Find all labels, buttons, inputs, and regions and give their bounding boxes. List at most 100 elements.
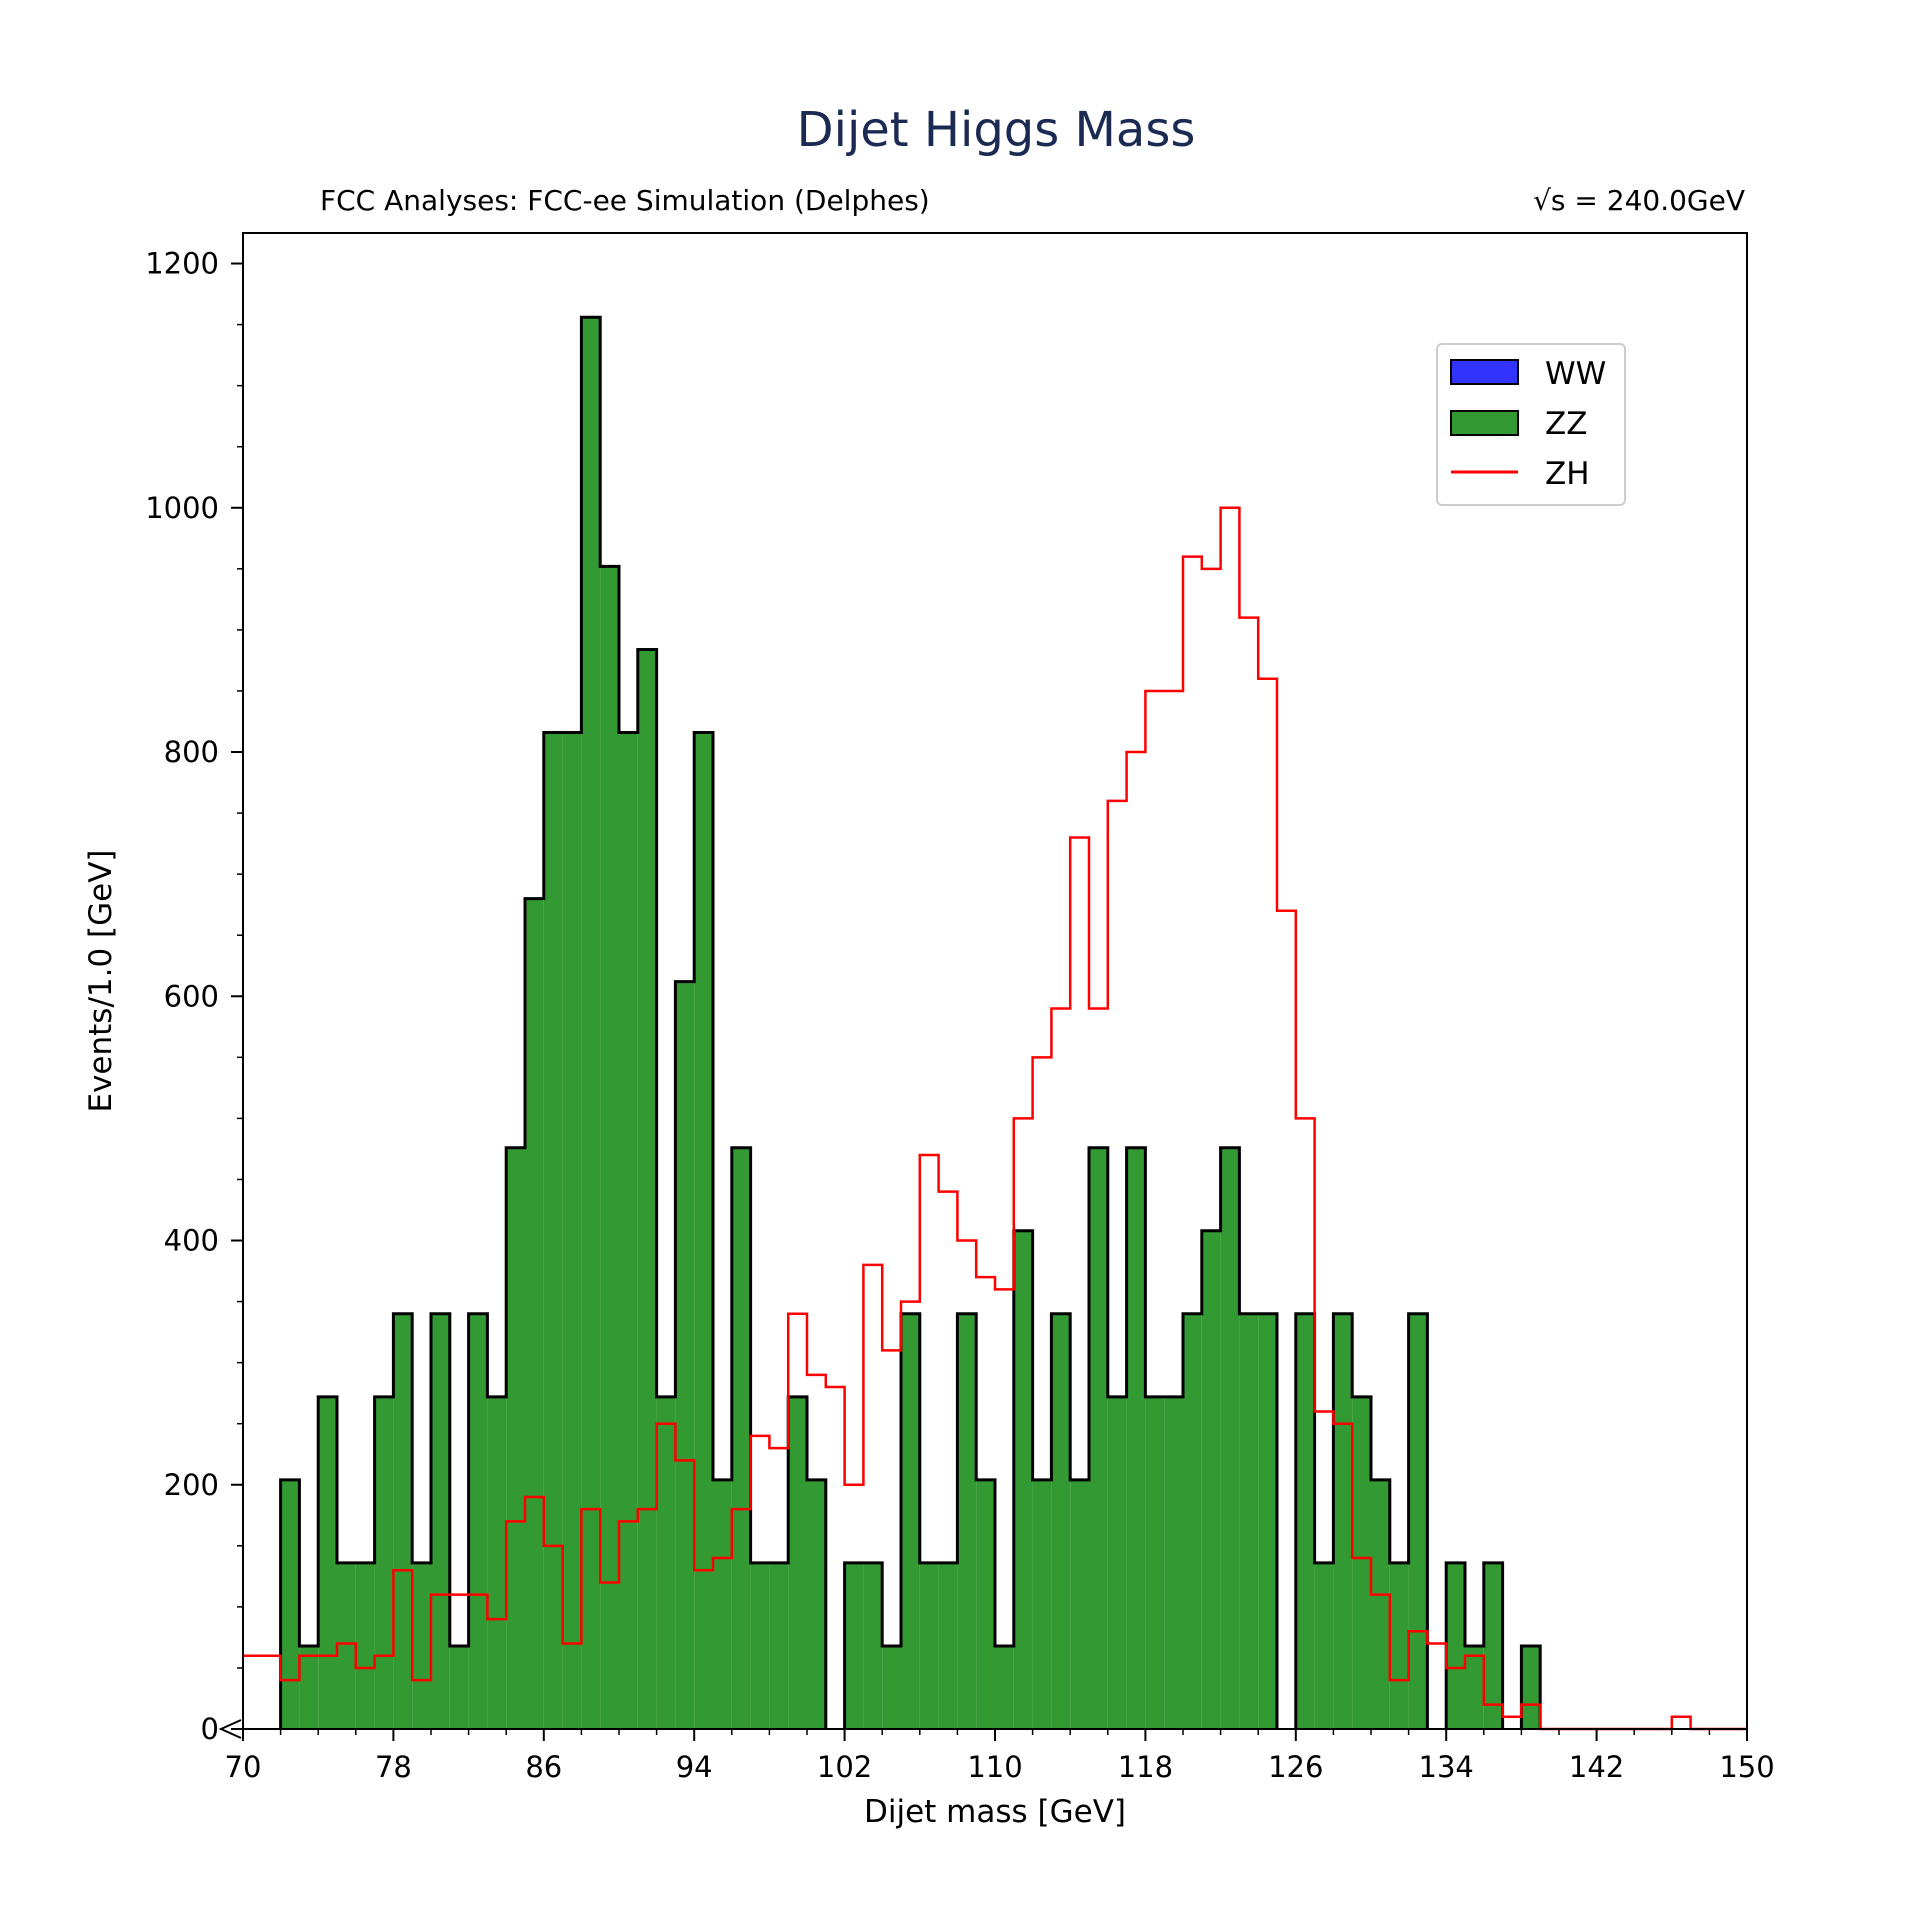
legend: WW ZZ ZH [1436, 343, 1626, 506]
zz-bar [694, 732, 713, 1729]
zz-bar [299, 1645, 319, 1729]
y-tick-label: 1000 [145, 491, 219, 525]
zz-bar [318, 1396, 337, 1729]
zz-bar [1013, 1230, 1033, 1729]
zz-bar [431, 1313, 450, 1729]
y-axis-label: Events/1.0 [GeV] [83, 849, 119, 1112]
zz-bar [562, 732, 582, 1729]
zz-bar [1239, 1313, 1259, 1729]
zz-bar [995, 1645, 1014, 1729]
legend-zz-swatch [1450, 410, 1519, 436]
x-tick-label: 150 [1719, 1750, 1774, 1784]
zz-bar [938, 1562, 958, 1729]
zz-bar [1107, 1396, 1127, 1729]
zz-bar [976, 1479, 995, 1729]
zz-bar [1032, 1479, 1052, 1729]
zz-bar [731, 1147, 751, 1729]
y-origin-marker [218, 1719, 242, 1739]
zz-bar [901, 1313, 920, 1729]
zz-bar [468, 1313, 488, 1729]
zz-outline [279, 315, 1542, 1729]
zz-bar [1295, 1313, 1315, 1729]
zz-bar [1389, 1562, 1409, 1729]
zz-bar [675, 981, 695, 1729]
zz-bar [1145, 1396, 1165, 1729]
plot-frame [242, 232, 1748, 1730]
y-tick-label: 200 [164, 1468, 219, 1502]
zz-bar [1089, 1147, 1108, 1729]
legend-zz-label: ZZ [1545, 406, 1587, 442]
zz-bar [1333, 1313, 1353, 1729]
zz-bar [1465, 1645, 1484, 1729]
zz-bar [600, 566, 619, 1729]
zz-bar [337, 1562, 356, 1729]
y-tick-label: 0 [201, 1712, 219, 1746]
x-tick-label: 86 [525, 1750, 562, 1784]
x-tick-label: 78 [375, 1750, 412, 1784]
zz-bar [1051, 1313, 1071, 1729]
y-tick-label: 600 [164, 979, 219, 1013]
zz-bar [863, 1562, 883, 1729]
x-tick-label: 102 [817, 1750, 872, 1784]
y-tick-label: 800 [164, 735, 219, 769]
zz-bar [581, 317, 601, 1729]
zz-bar [769, 1562, 789, 1729]
zz-bar [619, 732, 638, 1729]
zz-bar [1446, 1562, 1465, 1729]
legend-ww-swatch [1450, 359, 1519, 385]
zz-bar [1201, 1230, 1221, 1729]
zz-bar [280, 1479, 300, 1729]
zz-bar [449, 1645, 469, 1729]
zz-bar [1352, 1396, 1371, 1729]
zz-bar [1371, 1479, 1390, 1729]
y-axis: 0 200 400 600 800 1000 1200 [145, 247, 243, 1746]
zz-bar [412, 1562, 431, 1729]
x-tick-label: 126 [1268, 1750, 1323, 1784]
zz-bar [882, 1645, 901, 1729]
chart-title: Dijet Higgs Mass [797, 102, 1196, 158]
zz-bar [1220, 1147, 1240, 1729]
zz-bar [1258, 1313, 1277, 1729]
zz-bar [1164, 1396, 1183, 1729]
zz-bar [393, 1313, 413, 1729]
zz-bar [637, 649, 657, 1730]
zz-bar [713, 1479, 732, 1729]
zz-bar [1183, 1313, 1202, 1729]
x-tick-label: 94 [676, 1750, 713, 1784]
zz-bar [750, 1562, 770, 1729]
y-tick-label: 400 [164, 1224, 219, 1258]
zz-bar [1408, 1313, 1428, 1729]
y-tick-label: 1200 [145, 247, 219, 281]
zz-bar [656, 1396, 676, 1729]
zz-bar [1521, 1645, 1541, 1729]
plot-area [243, 315, 1747, 1731]
zz-bar [374, 1396, 394, 1729]
x-axis-label: Dijet mass [GeV] [864, 1794, 1126, 1830]
zz-bar [788, 1396, 807, 1729]
x-axis: 70 78 86 94 102 110 118 126 134 142 150 [225, 1729, 1775, 1784]
zz-bar [525, 898, 544, 1729]
x-tick-label: 142 [1569, 1750, 1624, 1784]
zz-bar [1126, 1147, 1146, 1729]
zz-bar [506, 1147, 525, 1729]
zz-bar [487, 1396, 507, 1729]
zz-bar [957, 1313, 977, 1729]
x-tick-label: 70 [225, 1750, 262, 1784]
x-tick-label: 110 [967, 1750, 1022, 1784]
chart-subtitle-left: FCC Analyses: FCC-ee Simulation (Delphes… [320, 184, 930, 217]
zz-bar [844, 1562, 864, 1729]
zz-bar [543, 732, 563, 1729]
zz-bar [919, 1562, 939, 1729]
legend-ww-label: WW [1545, 356, 1606, 392]
zz-bar [807, 1479, 826, 1729]
zh-step-line [243, 506, 1747, 1731]
legend-zh-label: ZH [1545, 456, 1590, 492]
zz-bar [1314, 1562, 1334, 1729]
zz-bar [355, 1562, 375, 1729]
x-tick-label: 134 [1419, 1750, 1474, 1784]
chart-subtitle-right: √s = 240.0GeV [1533, 184, 1745, 217]
zz-bar [1483, 1562, 1503, 1729]
zz-bar [1070, 1479, 1089, 1729]
x-tick-label: 118 [1118, 1750, 1173, 1784]
